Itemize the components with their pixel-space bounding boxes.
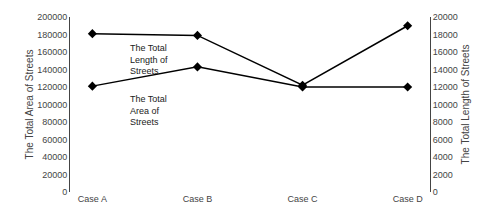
svg-text:12000: 12000 [433, 82, 458, 92]
svg-text:4000: 4000 [433, 152, 453, 162]
svg-text:8000: 8000 [433, 117, 453, 127]
svg-text:Case C: Case C [288, 194, 319, 204]
svg-text:100000: 100000 [37, 100, 67, 110]
svg-text:20000: 20000 [433, 12, 458, 22]
svg-text:14000: 14000 [433, 65, 458, 75]
svg-text:2000: 2000 [433, 170, 453, 180]
svg-text:80000: 80000 [42, 117, 67, 127]
svg-text:The Total Area of Streets: The Total Area of Streets [24, 50, 35, 160]
svg-text:Case A: Case A [78, 194, 107, 204]
svg-text:The TotalLength ofStreets: The TotalLength ofStreets [130, 43, 168, 76]
svg-text:140000: 140000 [37, 65, 67, 75]
svg-text:120000: 120000 [37, 82, 67, 92]
svg-text:60000: 60000 [42, 135, 67, 145]
svg-text:The Total Length of Streets: The Total Length of Streets [460, 45, 471, 165]
svg-text:160000: 160000 [37, 47, 67, 57]
svg-text:6000: 6000 [433, 135, 453, 145]
svg-text:200000: 200000 [37, 12, 67, 22]
svg-text:Case B: Case B [183, 194, 213, 204]
svg-text:180000: 180000 [37, 30, 67, 40]
svg-text:18000: 18000 [433, 30, 458, 40]
svg-text:40000: 40000 [42, 152, 67, 162]
svg-text:20000: 20000 [42, 170, 67, 180]
svg-text:0: 0 [62, 187, 67, 197]
svg-text:10000: 10000 [433, 100, 458, 110]
svg-text:The TotalArea ofStreets: The TotalArea ofStreets [130, 94, 167, 127]
svg-text:Case D: Case D [393, 194, 424, 204]
svg-text:0: 0 [433, 187, 438, 197]
svg-text:16000: 16000 [433, 47, 458, 57]
